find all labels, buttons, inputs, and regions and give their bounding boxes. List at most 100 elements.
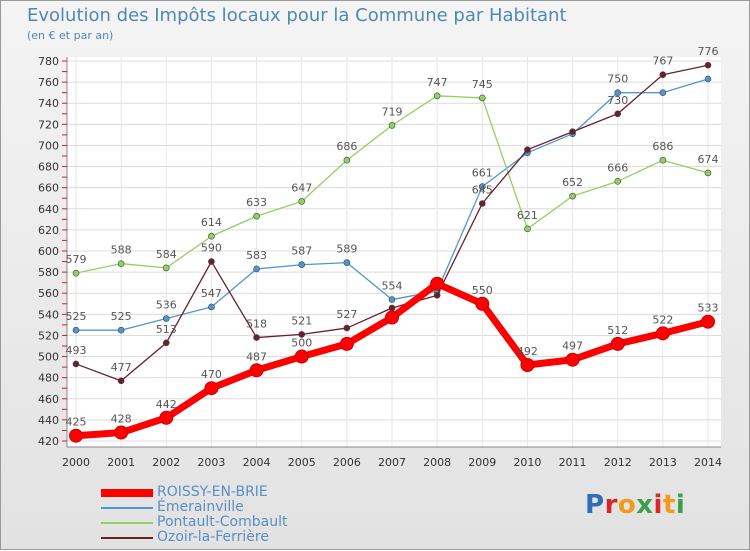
x-tick-label: 2011 [559,456,587,469]
chart-title: Evolution des Impôts locaux pour la Comm… [27,5,567,26]
data-label-roissy-en-brie: 492 [517,345,538,358]
data-point-ozoir-la-ferri-re [433,292,441,299]
data-label--merainville: 750 [607,73,628,86]
data-point-ozoir-la-ferri-re [208,258,215,265]
data-point-roissy-en-brie [565,352,580,367]
x-tick-label: 2006 [333,456,361,469]
data-label-ozoir-la-ferri-re: 767 [652,55,673,68]
data-label--merainville: 525 [111,310,132,323]
data-point--merainville [614,89,622,96]
x-tick-label: 2007 [378,456,406,469]
data-label--merainville: 554 [382,280,403,293]
data-label-pontault-combault: 633 [246,196,267,209]
legend-label: ROISSY-EN-BRIE [157,484,268,500]
data-point-roissy-en-brie [520,358,535,372]
legend-swatch [101,489,153,497]
x-tick-label: 2002 [152,456,180,469]
x-tick-label: 2003 [197,456,225,469]
data-point-pontault-combault [253,212,260,220]
data-point-roissy-en-brie [610,336,625,351]
data-point--merainville [117,326,125,334]
y-tick-label: 620 [38,224,59,237]
data-point-roissy-en-brie [655,326,670,341]
data-point-roissy-en-brie [701,314,715,329]
legend-item: ROISSY-EN-BRIE [101,484,341,500]
data-point-ozoir-la-ferri-re [704,61,712,69]
data-label-pontault-combault: 745 [472,78,493,91]
x-tick-label: 2010 [513,456,541,469]
data-point-ozoir-la-ferri-re [253,334,260,341]
plot-area [67,57,721,447]
data-label-ozoir-la-ferri-re: 730 [607,94,628,107]
data-label--merainville: 587 [291,245,312,258]
x-tick-label: 2001 [107,456,135,469]
data-label-ozoir-la-ferri-re: 590 [201,242,222,255]
legend-item: Émerainville [101,499,341,515]
legend-item: Ozoir-la-Ferrière [101,529,341,545]
data-point-ozoir-la-ferri-re [388,304,396,312]
data-point-ozoir-la-ferri-re [72,360,80,368]
data-point--merainville [659,89,667,96]
data-label--merainville: 661 [472,167,493,180]
data-label-pontault-combault: 686 [336,140,357,153]
data-point-roissy-en-brie [204,381,219,396]
y-tick-label: 700 [38,139,59,152]
data-point-ozoir-la-ferri-re [162,339,170,347]
y-tick-label: 560 [38,287,59,300]
data-point-roissy-en-brie [114,425,129,440]
data-point-pontault-combault [72,269,80,277]
data-point-pontault-combault [478,94,486,102]
y-tick-label: 760 [38,76,59,89]
data-label-ozoir-la-ferri-re: 776 [698,45,719,58]
logo-letter: i [675,490,686,520]
data-label-roissy-en-brie: 512 [607,324,628,337]
y-tick-label: 480 [38,372,59,385]
data-label-ozoir-la-ferri-re: 645 [472,184,493,197]
data-label-pontault-combault: 614 [201,216,222,229]
data-label-roissy-en-brie: 500 [291,337,312,350]
legend-swatch [101,507,153,509]
data-point-roissy-en-brie [249,363,264,378]
data-label-pontault-combault: 588 [111,244,132,257]
y-tick-label: 440 [38,414,59,427]
y-tick-label: 740 [38,97,59,110]
legend-label: Ozoir-la-Ferrière [157,529,269,545]
data-point-pontault-combault [298,198,306,205]
legend-item: Pontault-Combault [101,514,341,530]
y-tick-label: 420 [38,435,59,448]
data-label-ozoir-la-ferri-re: 527 [336,308,357,321]
data-point-pontault-combault [388,122,396,129]
data-label-pontault-combault: 674 [698,153,719,166]
data-label-ozoir-la-ferri-re: 493 [66,344,87,357]
data-point-pontault-combault [162,264,170,272]
data-label--merainville: 536 [156,299,177,312]
data-label-pontault-combault: 666 [607,161,628,174]
data-point-pontault-combault [569,192,576,200]
y-tick-label: 500 [38,351,59,364]
data-point-ozoir-la-ferri-re [298,331,306,338]
x-tick-label: 2012 [604,456,632,469]
data-label-pontault-combault: 719 [382,105,403,118]
data-point-pontault-combault [614,178,622,185]
data-label-roissy-en-brie: 428 [111,413,132,426]
data-point-pontault-combault [524,225,531,233]
data-label-pontault-combault: 647 [291,181,312,194]
data-label-pontault-combault: 579 [66,253,87,266]
data-label--merainville: 525 [66,310,87,323]
y-tick-label: 540 [38,308,59,321]
data-point--merainville [704,75,712,83]
data-point--merainville [388,296,396,303]
data-point--merainville [72,326,80,334]
data-point-roissy-en-brie [339,336,354,351]
data-point-roissy-en-brie [430,276,445,291]
data-point-pontault-combault [704,169,712,177]
y-tick-label: 680 [38,161,59,174]
data-label--merainville: 589 [336,243,357,256]
logo-letter: i [653,490,663,520]
data-label-roissy-en-brie: 522 [652,313,673,326]
y-tick-label: 520 [38,329,59,342]
data-label-pontault-combault: 686 [652,140,673,153]
x-tick-label: 2009 [468,456,496,469]
data-point-ozoir-la-ferri-re [569,128,576,136]
data-label-roissy-en-brie: 470 [201,368,222,381]
